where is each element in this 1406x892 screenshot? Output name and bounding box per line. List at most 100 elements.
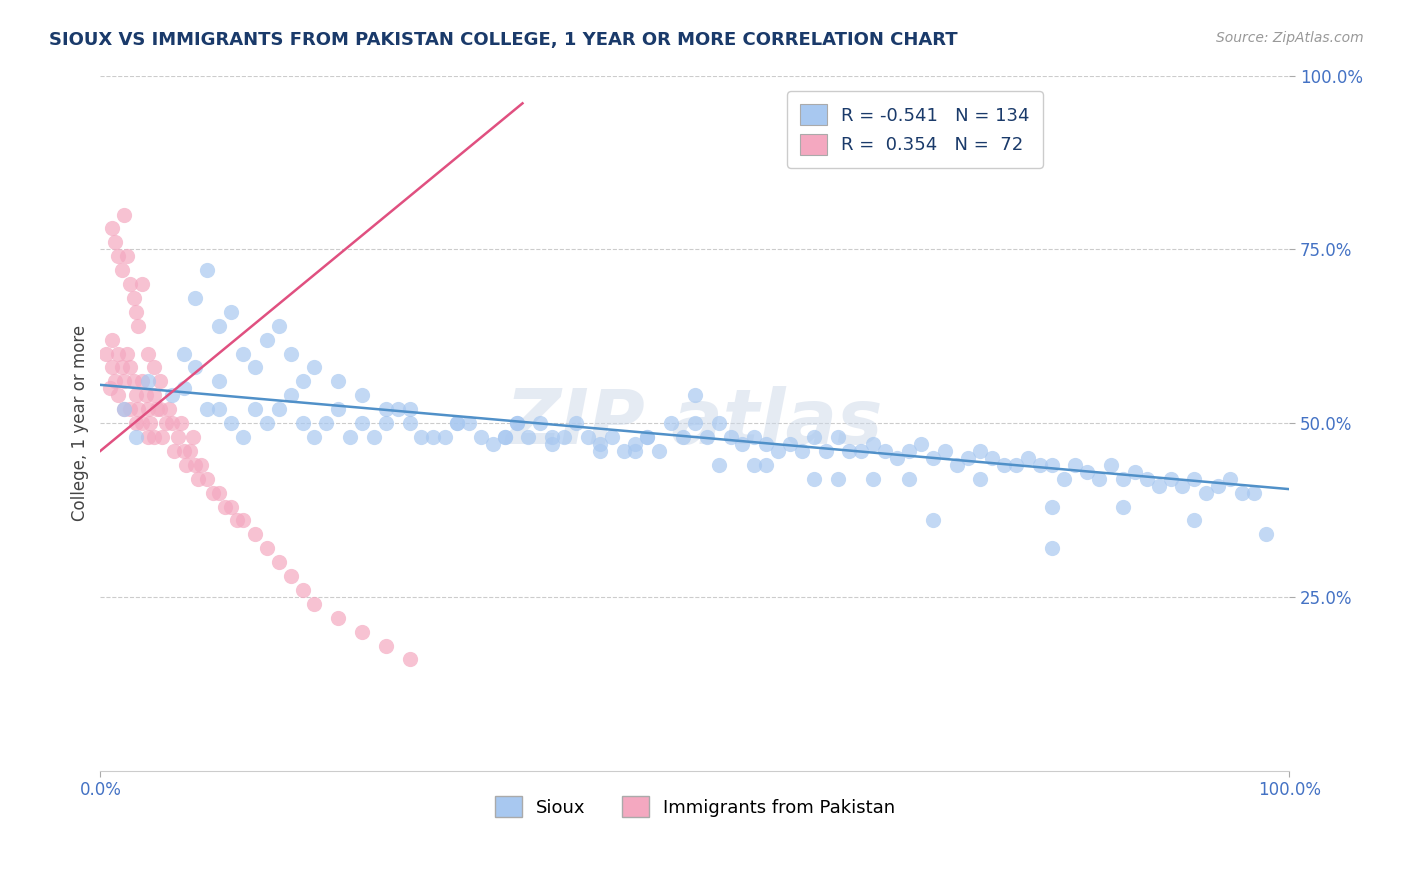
Point (779, 437, 801, 451)
Point (170, 416, 193, 430)
Point (226, 513, 249, 527)
Point (120, 277, 142, 291)
Point (553, 430, 575, 444)
Point (195, 472, 218, 486)
Point (150, 430, 173, 444)
Point (827, 430, 849, 444)
Point (328, 375, 350, 389)
Point (1182, 472, 1205, 486)
Point (766, 444, 789, 458)
Point (897, 444, 920, 458)
Point (1029, 458, 1052, 472)
Point (112, 402, 135, 417)
Point (589, 437, 612, 451)
Point (184, 360, 207, 375)
Point (142, 388, 165, 402)
Point (981, 450, 1004, 465)
Point (398, 416, 420, 430)
Point (744, 458, 766, 472)
Point (1064, 458, 1087, 472)
Point (636, 430, 658, 444)
Point (446, 416, 468, 430)
Point (1182, 513, 1205, 527)
Point (886, 450, 908, 465)
Point (136, 375, 159, 389)
Point (851, 444, 873, 458)
Point (411, 430, 433, 444)
Point (208, 375, 231, 389)
Point (565, 416, 588, 430)
Point (624, 444, 647, 458)
Point (993, 458, 1015, 472)
Point (107, 346, 129, 360)
Point (529, 416, 551, 430)
Point (731, 437, 754, 451)
Point (374, 402, 396, 417)
Point (136, 346, 159, 360)
Point (101, 333, 124, 347)
Point (149, 375, 172, 389)
Point (969, 444, 991, 458)
Point (179, 444, 201, 458)
Point (125, 416, 148, 430)
Point (127, 318, 149, 333)
Point (350, 416, 373, 430)
Point (232, 430, 254, 444)
Point (291, 375, 314, 389)
Point (1088, 472, 1111, 486)
Point (921, 513, 943, 527)
Point (576, 430, 599, 444)
Point (363, 430, 385, 444)
Point (107, 388, 129, 402)
Point (505, 416, 527, 430)
Point (481, 437, 503, 451)
Point (232, 513, 254, 527)
Point (707, 416, 730, 430)
Point (350, 624, 373, 639)
Point (174, 458, 197, 472)
Point (112, 375, 135, 389)
Point (434, 430, 457, 444)
Point (155, 416, 177, 430)
Point (1219, 472, 1241, 486)
Point (1243, 485, 1265, 500)
Point (957, 450, 980, 465)
Point (125, 305, 148, 319)
Point (96, 346, 118, 360)
Point (1040, 541, 1063, 556)
Point (267, 402, 290, 417)
Point (127, 402, 149, 417)
Text: Source: ZipAtlas.com: Source: ZipAtlas.com (1216, 31, 1364, 45)
Point (243, 527, 266, 541)
Point (875, 444, 897, 458)
Point (897, 472, 920, 486)
Point (267, 318, 290, 333)
Point (111, 263, 134, 277)
Point (1195, 485, 1218, 500)
Point (208, 485, 231, 500)
Point (1136, 472, 1159, 486)
Point (803, 430, 825, 444)
Point (600, 430, 623, 444)
Point (803, 472, 825, 486)
Point (350, 388, 373, 402)
Point (125, 388, 148, 402)
Point (115, 249, 138, 263)
Point (683, 388, 706, 402)
Point (135, 388, 157, 402)
Point (136, 430, 159, 444)
Point (166, 430, 188, 444)
Point (208, 402, 231, 417)
Point (1171, 478, 1194, 492)
Point (219, 305, 242, 319)
Point (339, 430, 361, 444)
Point (184, 458, 207, 472)
Point (790, 444, 813, 458)
Point (945, 458, 967, 472)
Point (160, 416, 183, 430)
Point (280, 346, 302, 360)
Point (304, 430, 326, 444)
Point (157, 402, 180, 417)
Point (131, 416, 153, 430)
Point (1040, 458, 1063, 472)
